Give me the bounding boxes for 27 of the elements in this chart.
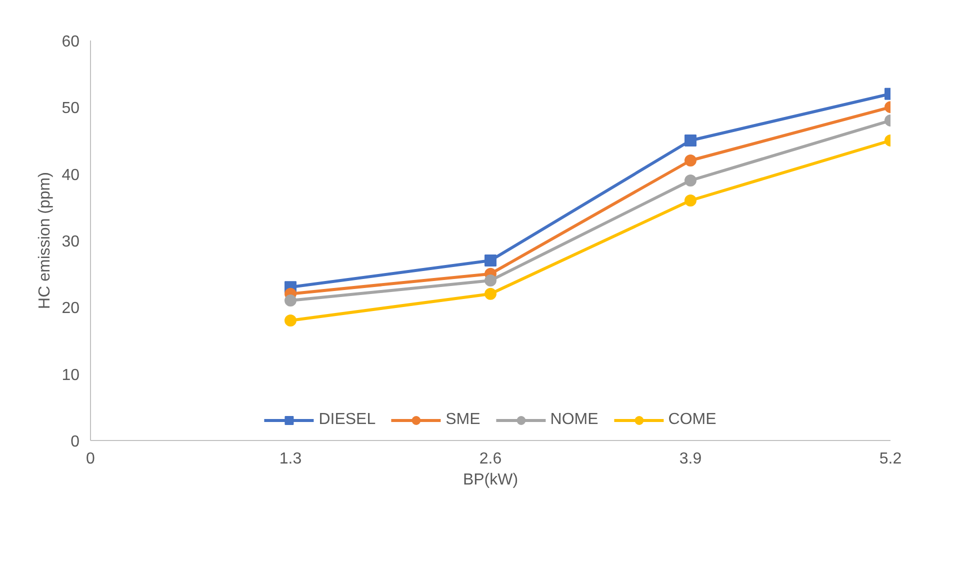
x-tick-label: 3.9 <box>679 450 702 468</box>
legend-label: COME <box>668 411 716 429</box>
x-tick-label: 1.3 <box>279 450 302 468</box>
point <box>484 254 496 266</box>
x-tick-label: 0 <box>86 450 96 468</box>
x-tick-label: 5.2 <box>879 450 902 468</box>
point <box>684 154 696 166</box>
y-tick-label: 30 <box>62 234 80 250</box>
x-axis-title: BP(kW) <box>462 472 518 488</box>
point <box>284 294 296 306</box>
point <box>484 274 496 286</box>
legend-label: SME <box>446 411 480 429</box>
y-axis-title: HC emission (ppm) <box>36 172 54 309</box>
y-tick-label: 20 <box>62 300 80 318</box>
point <box>684 174 696 186</box>
y-tick-label: 0 <box>70 434 80 450</box>
legend-label: NOME <box>550 411 598 429</box>
point <box>284 314 296 326</box>
y-tick-label: 50 <box>62 100 80 118</box>
y-tick-label: 40 <box>62 166 80 184</box>
y-tick-label: 10 <box>62 366 80 384</box>
y-tick-label: 60 <box>62 34 80 50</box>
point <box>684 134 696 146</box>
legend-label: DIESEL <box>318 411 376 429</box>
x-tick-label: 2.6 <box>479 450 502 468</box>
point <box>484 288 496 300</box>
point <box>684 194 696 206</box>
